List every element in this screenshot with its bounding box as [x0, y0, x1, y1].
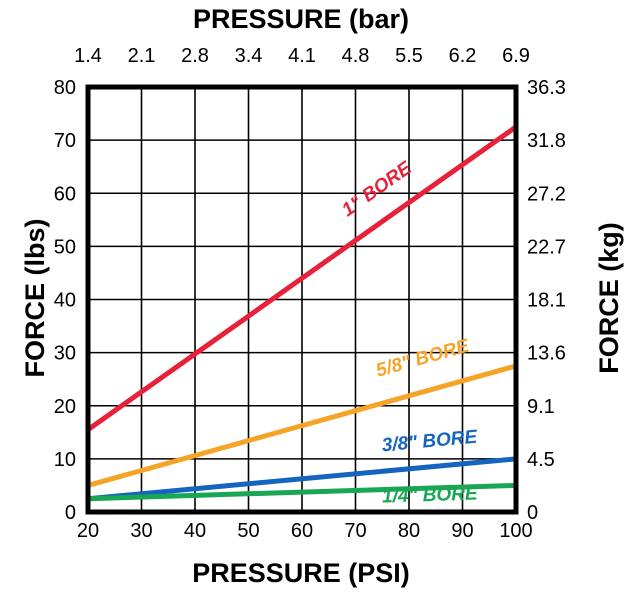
plot-frame [85, 84, 519, 515]
series-label: 1/4" BORE [382, 483, 480, 507]
y-right-tick-label: 36.3 [527, 77, 566, 99]
y-right-tick-label: 27.2 [527, 183, 566, 205]
x-top-tick-label: 2.8 [181, 45, 209, 67]
x-bottom-tick-label: 80 [398, 520, 420, 542]
y-right-tick-label: 22.7 [527, 236, 566, 258]
y-left-tick-label: 0 [65, 502, 76, 524]
series-label: 3/8" BORE [381, 427, 479, 457]
x-bottom-tick-label: 30 [130, 520, 152, 542]
x-bottom-tick-label: 60 [291, 520, 313, 542]
series-line [87, 363, 517, 488]
x-top-tick-label: 6.9 [502, 45, 530, 67]
x-top-tick-label: 3.4 [235, 45, 263, 67]
y-left-tick-label: 60 [54, 183, 76, 205]
series-line [86, 124, 518, 432]
grid [88, 87, 516, 512]
y-right-tick-label: 31.8 [527, 130, 566, 152]
y-left-tick-label: 30 [54, 343, 76, 365]
x-top-tick-label: 5.5 [395, 45, 423, 67]
y-right-tick-label: 18.1 [527, 290, 566, 312]
x-bottom-tick-label: 50 [237, 520, 259, 542]
x-top-tick-label: 6.2 [449, 45, 477, 67]
series-line [87, 482, 517, 502]
x-bottom-tick-label: 100 [499, 520, 532, 542]
series-line [87, 456, 517, 502]
series-label: 1" BORE [338, 157, 416, 221]
x-bottom-tick-label: 70 [344, 520, 366, 542]
y-right-tick-label: 0 [527, 502, 538, 524]
bottom-axis-title: PRESSURE (PSI) [192, 558, 410, 588]
x-top-tick-label: 2.1 [128, 45, 156, 67]
y-left-tick-label: 40 [54, 290, 76, 312]
y-left-tick-label: 80 [54, 77, 76, 99]
y-left-tick-label: 20 [54, 396, 76, 418]
top-axis-title: PRESSURE (bar) [193, 4, 409, 34]
right-axis-title: FORCE (kg) [594, 222, 624, 374]
y-right-tick-label: 9.1 [527, 396, 555, 418]
series-lines [86, 124, 518, 502]
y-right-tick-label: 4.5 [527, 449, 555, 471]
x-bottom-tick-label: 90 [451, 520, 473, 542]
x-top-tick-label: 4.8 [342, 45, 370, 67]
x-bottom-tick-label: 40 [184, 520, 206, 542]
x-top-tick-label: 4.1 [288, 45, 316, 67]
y-left-tick-label: 70 [54, 130, 76, 152]
y-right-tick-label: 13.6 [527, 343, 566, 365]
left-axis-title: FORCE (lbs) [20, 219, 50, 378]
x-bottom-tick-label: 20 [77, 520, 99, 542]
y-left-tick-label: 10 [54, 449, 76, 471]
y-left-tick-label: 50 [54, 236, 76, 258]
series-label: 5/8" BORE [374, 335, 473, 381]
x-top-tick-label: 1.4 [74, 45, 102, 67]
